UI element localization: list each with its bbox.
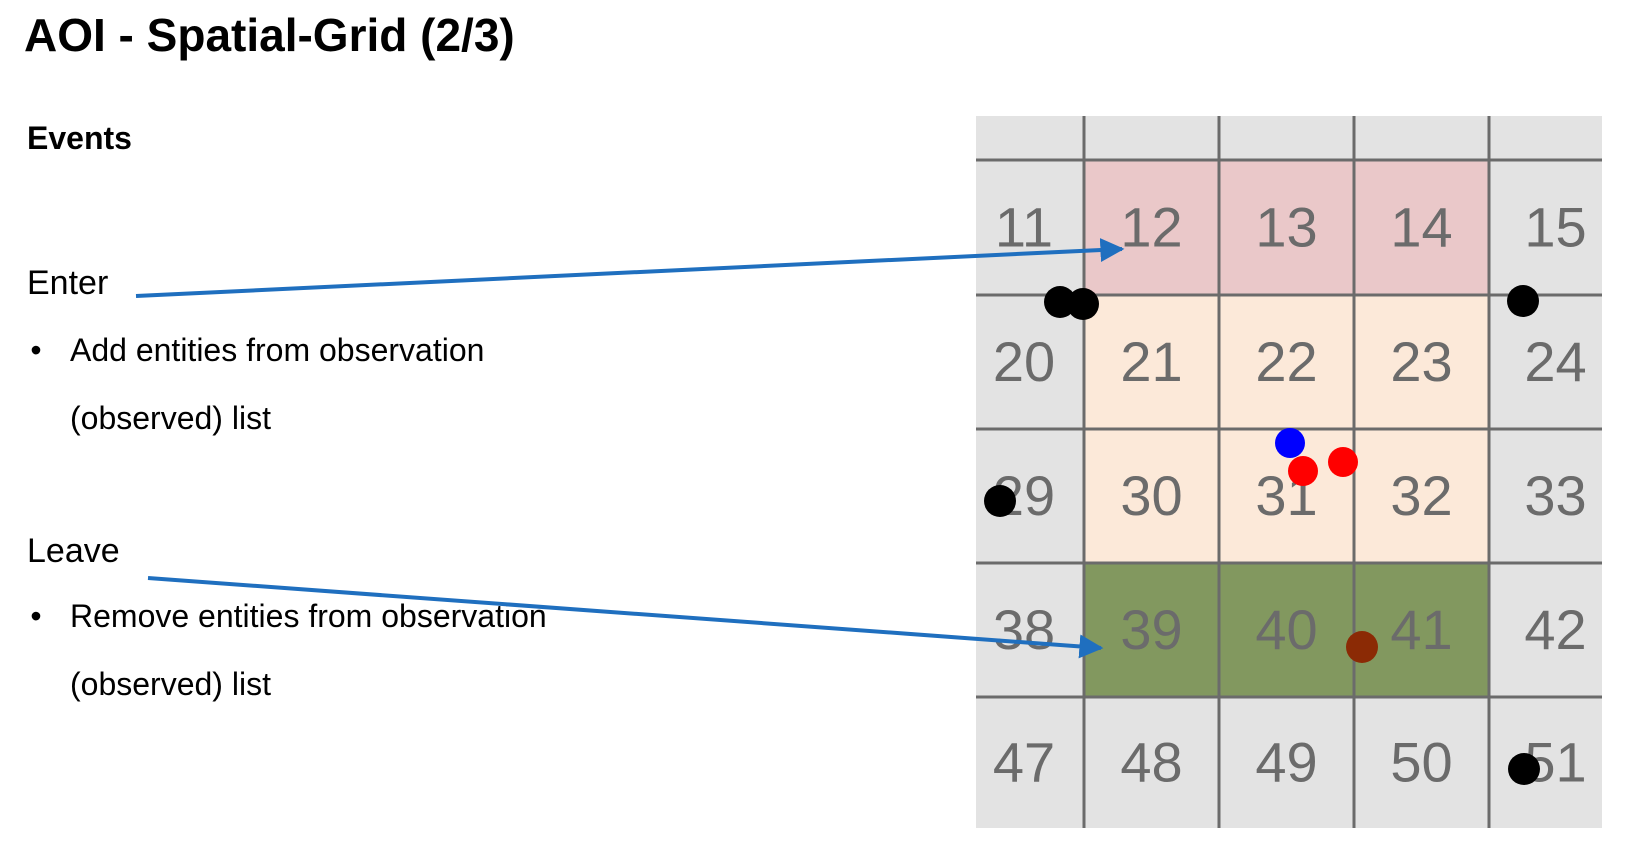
enter-arrow	[135, 238, 1125, 298]
grid-cell-20	[976, 295, 1084, 429]
grid-cell-r0c4	[1489, 116, 1602, 160]
grid-cell-number: 20	[993, 330, 1055, 393]
grid-cell-number: 33	[1524, 464, 1586, 527]
grid-cell-48	[1084, 697, 1219, 828]
grid-cell-number: 11	[995, 196, 1053, 259]
grid-cell-50	[1354, 697, 1489, 828]
grid-cell-number: 38	[993, 598, 1055, 661]
grid-cell-14	[1354, 160, 1489, 295]
grid-cell-number: 14	[1390, 196, 1452, 259]
grid-cell-number: 22	[1255, 330, 1317, 393]
grid-cell-r0c0	[976, 116, 1084, 160]
grid-cell-13	[1219, 160, 1354, 295]
grid-cell-24	[1489, 295, 1602, 429]
grid-cell-number: 24	[1524, 330, 1586, 393]
bullet-marker: •	[30, 332, 42, 368]
grid-cell-39	[1084, 563, 1219, 697]
entity-dot	[1288, 456, 1318, 486]
grid-cell-30	[1084, 429, 1219, 563]
enter-label: Enter	[27, 264, 109, 302]
grid-cell-number: 15	[1524, 196, 1586, 259]
grid-cell-number: 12	[1120, 196, 1182, 259]
enter-bullet-line1: Add entities from observation	[70, 332, 485, 368]
grid-cell-number: 13	[1255, 196, 1317, 259]
grid-cell-42	[1489, 563, 1602, 697]
entity-dot	[1275, 428, 1305, 458]
entity-dot	[1067, 288, 1099, 320]
grid-cell-r0c2	[1219, 116, 1354, 160]
grid-cell-51	[1489, 697, 1602, 828]
grid-cell-r0c3	[1354, 116, 1489, 160]
entity-dot	[1346, 631, 1378, 663]
section-heading: Events	[27, 120, 132, 156]
grid-cell-49	[1219, 697, 1354, 828]
grid-cell-number: 41	[1390, 598, 1452, 661]
grid-cell-number: 32	[1390, 464, 1452, 527]
grid-cell-47	[976, 697, 1084, 828]
page-title: AOI - Spatial-Grid (2/3)	[24, 9, 515, 61]
entity-dot	[1507, 285, 1539, 317]
grid-cell-number: 40	[1255, 598, 1317, 661]
grid-cell-23	[1354, 295, 1489, 429]
grid-cell-number: 23	[1390, 330, 1452, 393]
leave-label: Leave	[27, 532, 120, 570]
grid-cell-number: 47	[993, 731, 1055, 794]
bullet-marker: •	[30, 598, 42, 634]
grid-cell-41	[1354, 563, 1489, 697]
grid-cell-33	[1489, 429, 1602, 563]
grid-cell-number: 50	[1390, 731, 1452, 794]
enter-bullet-line2: (observed) list	[70, 400, 271, 436]
grid-cell-40	[1219, 563, 1354, 697]
grid-cell-number: 48	[1120, 731, 1182, 794]
grid-cell-number: 39	[1120, 598, 1182, 661]
grid-cell-number: 42	[1524, 598, 1586, 661]
entity-dot	[1508, 753, 1540, 785]
grid-cell-number: 30	[1120, 464, 1182, 527]
leave-bullet-line2: (observed) list	[70, 666, 271, 702]
entity-dot	[984, 485, 1016, 517]
grid-cell-r0c1	[1084, 116, 1219, 160]
grid-cell-22	[1219, 295, 1354, 429]
grid-cell-number: 49	[1255, 731, 1317, 794]
grid-cell-32	[1354, 429, 1489, 563]
leave-bullet-line1: Remove entities from observation	[70, 598, 547, 634]
grid-cell-number: 21	[1120, 330, 1182, 393]
grid-cell-21	[1084, 295, 1219, 429]
grid-cell-15	[1489, 160, 1602, 295]
entity-dot	[1328, 447, 1358, 477]
